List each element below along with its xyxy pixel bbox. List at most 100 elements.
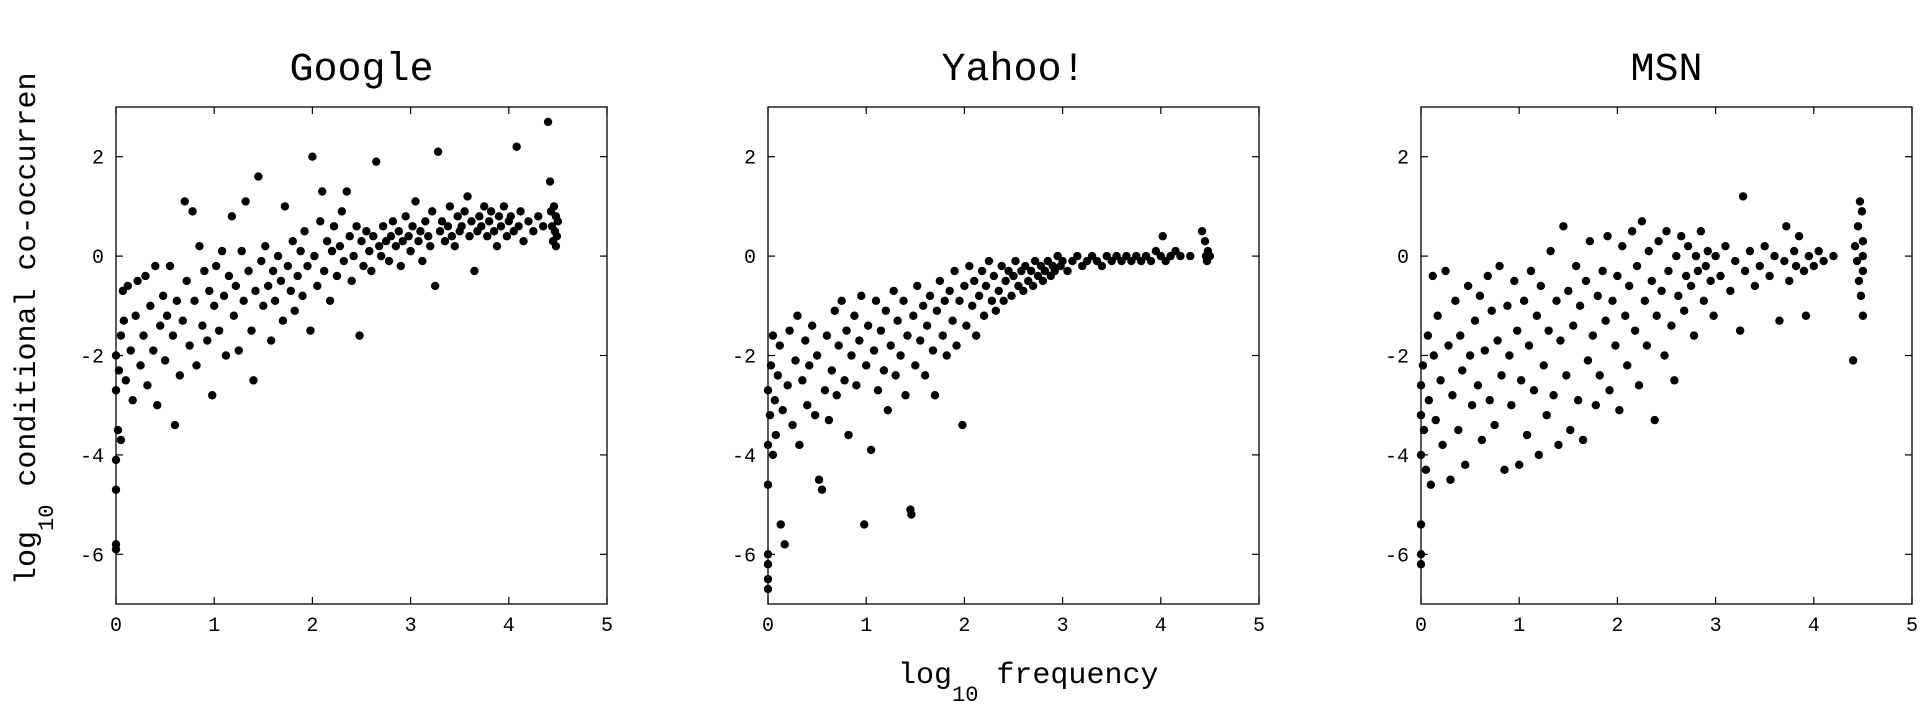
data-point: [1650, 415, 1659, 425]
data-point: [188, 207, 197, 216]
data-point: [1454, 425, 1463, 435]
x-tick-label: 3: [1710, 615, 1722, 638]
data-point: [1686, 281, 1696, 291]
data-point: [1809, 261, 1819, 271]
data-point: [962, 321, 971, 330]
data-point: [332, 271, 342, 281]
data-point: [251, 286, 260, 296]
data-point: [1569, 321, 1578, 330]
data-point: [960, 281, 969, 291]
data-point: [1623, 361, 1632, 370]
data-point: [273, 251, 283, 261]
data-point: [1490, 420, 1499, 430]
data-point: [918, 301, 928, 310]
data-point: [386, 232, 396, 241]
data-point: [1526, 266, 1536, 276]
data-point: [827, 366, 837, 375]
data-point: [270, 296, 280, 306]
data-point: [211, 261, 221, 271]
data-point: [940, 296, 949, 306]
data-point: [1624, 281, 1634, 291]
data-point: [763, 584, 773, 594]
data-point: [1829, 251, 1838, 261]
data-point: [433, 147, 443, 156]
data-point: [935, 276, 945, 286]
data-point: [1505, 351, 1514, 360]
data-point: [907, 510, 916, 519]
data-point: [1552, 296, 1561, 306]
data-point: [482, 232, 492, 241]
data-point: [1855, 197, 1865, 206]
data-point: [989, 271, 999, 281]
data-point: [1026, 266, 1036, 276]
data-point: [300, 227, 309, 236]
data-point: [938, 331, 947, 340]
data-point: [1200, 236, 1210, 246]
data-point: [948, 316, 957, 325]
data-point: [1176, 251, 1185, 261]
data-point: [1770, 251, 1779, 261]
data-point: [1750, 281, 1760, 291]
data-points: [1416, 192, 1868, 569]
data-point: [283, 261, 293, 271]
x-tick-label: 4: [503, 615, 515, 638]
x-tick-label: 5: [1253, 615, 1265, 638]
data-point: [1654, 236, 1663, 246]
data-point: [1416, 520, 1426, 529]
data-point: [1615, 405, 1624, 415]
data-point: [534, 212, 543, 221]
y-tick-label: -6: [1385, 545, 1409, 568]
data-point: [460, 207, 469, 216]
x-tick-label: 3: [1057, 615, 1069, 638]
data-point: [139, 331, 148, 340]
data-point: [807, 321, 817, 330]
data-point: [306, 326, 315, 335]
data-point: [411, 197, 420, 206]
data-point: [824, 415, 834, 425]
chart-panel: Google 0 1 2 3 4 5 -6 -4 -2 0 2: [80, 48, 613, 638]
data-point: [1672, 251, 1681, 261]
data-point: [1701, 261, 1710, 271]
data-point: [1507, 401, 1516, 410]
chart-panel: Yahoo! 0 1 2 3 4 5 -6 -4 -2 0 2: [732, 48, 1265, 638]
data-point: [543, 117, 553, 127]
data-point: [977, 266, 987, 276]
y-tick-label: -2: [80, 347, 104, 370]
x-tick-label: 1: [860, 615, 872, 638]
data-point: [1819, 256, 1828, 266]
y-tick-label: 0: [744, 247, 756, 270]
data-point: [298, 291, 307, 301]
data-point: [1473, 381, 1483, 390]
data-point: [1058, 256, 1067, 266]
y-tick-label: -2: [732, 347, 756, 370]
data-point: [775, 341, 784, 350]
y-axis-label-main: log: [11, 531, 45, 585]
data-point: [932, 306, 942, 315]
data-point: [803, 401, 812, 410]
data-point: [1683, 241, 1693, 251]
data-point: [1791, 261, 1801, 271]
data-point: [1451, 296, 1460, 306]
data-point: [325, 296, 335, 306]
data-point: [198, 321, 207, 330]
data-point: [345, 232, 354, 241]
data-point: [1738, 192, 1748, 201]
data-point: [362, 227, 371, 236]
data-point: [1040, 266, 1050, 276]
data-point: [801, 336, 810, 345]
data-point: [131, 311, 140, 320]
data-point: [241, 197, 250, 206]
data-point: [1799, 266, 1809, 276]
data-point: [997, 261, 1006, 271]
data-point: [335, 241, 345, 251]
data-point: [506, 212, 515, 221]
data-point: [1644, 246, 1654, 256]
data-point: [1637, 217, 1647, 226]
data-point: [1500, 465, 1509, 475]
data-point: [114, 366, 124, 375]
data-point: [1588, 331, 1598, 340]
data-point: [453, 212, 462, 221]
data-point: [1485, 396, 1494, 405]
y-tick-label: -4: [1385, 446, 1409, 469]
data-point: [763, 574, 773, 584]
